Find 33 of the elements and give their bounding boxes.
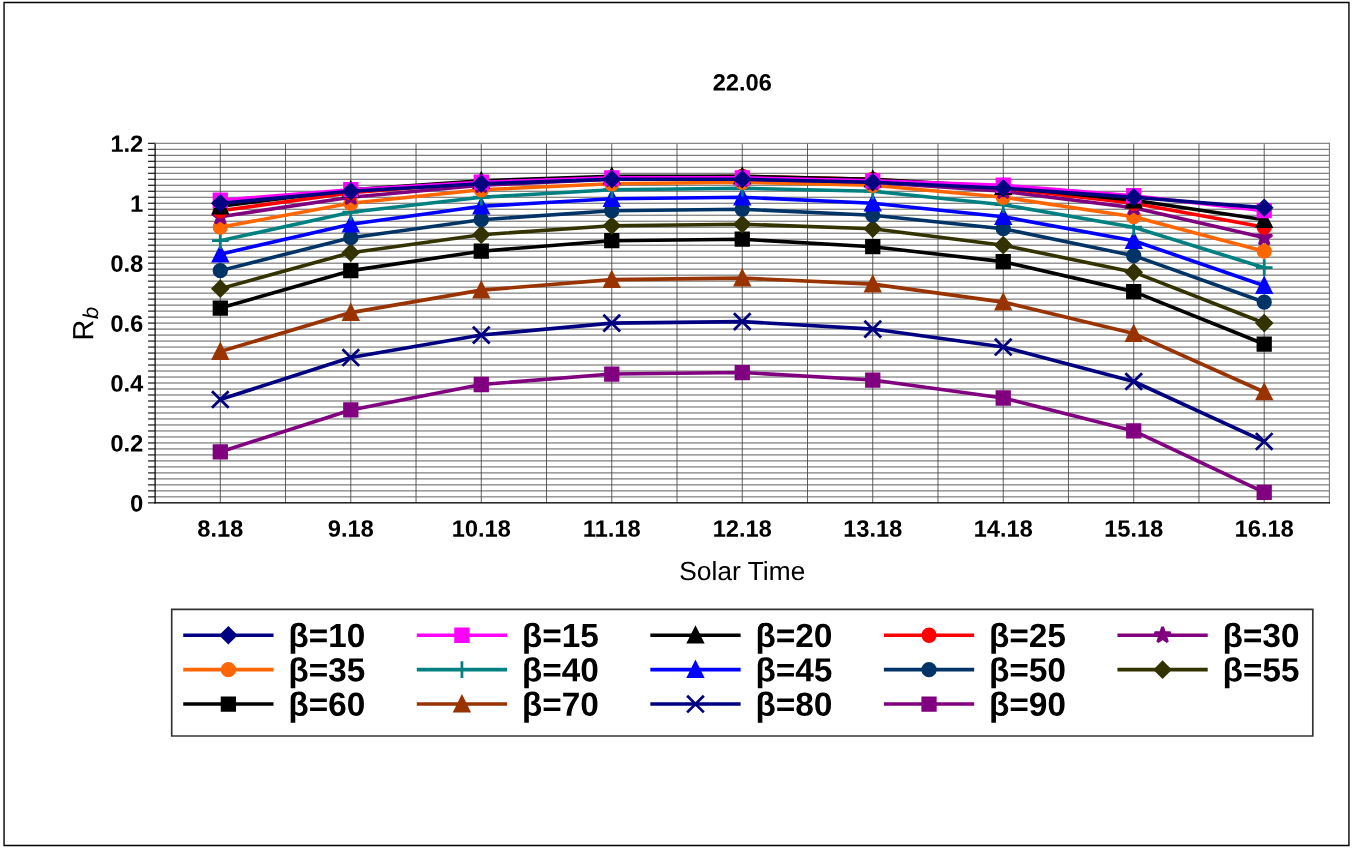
legend-label: β=80: [757, 691, 831, 723]
y-tick-label: 0: [131, 494, 143, 512]
y-tick-label: 0.4: [111, 375, 144, 392]
legend-label: β=55: [1224, 657, 1299, 689]
legend-label: β=10: [290, 622, 364, 654]
y-tick-label: 1.2: [111, 135, 143, 152]
x-axis-title: Solar Time: [680, 560, 805, 581]
legend-label: β=15: [524, 622, 598, 654]
legend-label: β=35: [290, 657, 365, 689]
legend-label: β=60: [290, 691, 364, 723]
x-tick-label: 8.18: [198, 520, 243, 537]
legend-label: β=70: [524, 691, 598, 723]
legend-label: β=90: [991, 691, 1065, 723]
x-tick-label: 10.18: [453, 520, 511, 537]
y-tick-label: 1: [131, 195, 143, 212]
legend-label: β=20: [757, 622, 831, 654]
legend-label: β=25: [991, 622, 1065, 654]
y-tick-label: 0.8: [111, 255, 143, 272]
x-tick-label: 12.18: [714, 520, 772, 537]
x-tick-label: 15.18: [1105, 520, 1163, 537]
x-tick-label: 13.18: [844, 520, 902, 537]
y-tick-label: 0.6: [111, 315, 143, 332]
chart-title: 22.06: [713, 74, 771, 91]
legend-label: β=40: [524, 657, 598, 689]
x-tick-label: 16.18: [1236, 520, 1294, 537]
x-tick-label: 9.18: [328, 520, 374, 537]
legend-label: β=50: [991, 657, 1065, 689]
x-tick-label: 11.18: [584, 520, 640, 537]
x-tick-label: 14.18: [975, 520, 1033, 537]
legend-label: β=30: [1224, 622, 1299, 654]
y-tick-label: 0.2: [111, 435, 143, 452]
y-axis-title: R$_{b}$: [73, 307, 99, 339]
legend-label: β=45: [757, 657, 832, 689]
